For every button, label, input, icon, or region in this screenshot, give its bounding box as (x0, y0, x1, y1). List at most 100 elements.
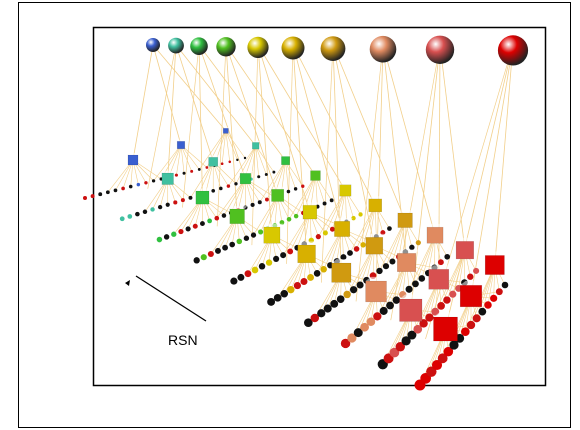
bead (237, 274, 244, 281)
cube (398, 213, 413, 228)
bead (272, 171, 275, 174)
cube (272, 189, 284, 201)
bead (230, 278, 237, 285)
bead (186, 226, 191, 231)
bead (201, 254, 207, 260)
sphere (146, 38, 160, 52)
bead (178, 229, 183, 234)
bead (114, 189, 118, 193)
cube (196, 191, 209, 204)
bead (287, 249, 293, 255)
bead (316, 234, 321, 239)
bead (324, 305, 332, 313)
bead (200, 221, 205, 226)
bead (157, 237, 163, 243)
cube (230, 209, 245, 224)
bead (228, 161, 231, 164)
bead (412, 280, 419, 287)
sphere (216, 37, 235, 56)
bead (287, 190, 291, 194)
cube (434, 317, 458, 341)
bead (164, 234, 169, 239)
bead (416, 240, 421, 245)
bead (106, 190, 110, 194)
cube (252, 142, 259, 149)
bead (484, 301, 491, 308)
bead (307, 274, 314, 281)
sphere (168, 38, 184, 54)
cube (162, 173, 174, 185)
cube (369, 199, 382, 212)
cube (281, 156, 289, 164)
cube (209, 157, 218, 166)
bead (258, 200, 262, 204)
cube (303, 205, 317, 219)
bead (467, 321, 475, 329)
bead (175, 174, 178, 177)
bead (294, 187, 297, 190)
bead (437, 302, 445, 310)
bead (314, 270, 321, 277)
cube (334, 221, 349, 236)
sphere (282, 37, 305, 60)
sphere (190, 37, 208, 55)
cube (460, 285, 482, 307)
bead (337, 295, 345, 303)
bead (280, 290, 288, 298)
bead (215, 248, 221, 254)
bead (244, 236, 249, 241)
bead (347, 250, 353, 256)
cube (427, 227, 443, 243)
bead (320, 266, 326, 272)
bead (294, 282, 301, 289)
bead (383, 263, 389, 269)
bead (438, 259, 444, 265)
bead (144, 181, 147, 184)
bead (120, 216, 125, 221)
bead (257, 175, 260, 178)
bead (83, 196, 87, 200)
bead (343, 291, 350, 298)
page: RSN (() => { const data = JSON.parse(doc… (0, 0, 580, 430)
bead (502, 282, 509, 289)
bead (135, 212, 140, 217)
bead (181, 198, 185, 202)
bead (183, 172, 186, 175)
bead (129, 185, 133, 189)
bead (137, 183, 140, 186)
bead (387, 226, 392, 231)
cube (340, 185, 351, 196)
bead (208, 251, 214, 257)
bead (214, 216, 219, 221)
bead (294, 214, 298, 218)
bead (478, 308, 486, 316)
bead (266, 259, 272, 265)
bead (444, 254, 450, 260)
cube (223, 128, 228, 133)
bead (367, 318, 376, 327)
bead (219, 187, 223, 191)
bead (360, 242, 365, 247)
cube (240, 173, 251, 184)
bead (98, 192, 102, 196)
figure: RSN (0, 0, 580, 430)
cube (177, 141, 185, 149)
bead (244, 157, 246, 159)
bead (393, 296, 401, 304)
bead (251, 232, 256, 237)
bead (419, 275, 426, 282)
bead (193, 224, 198, 229)
bead (152, 179, 155, 182)
bead (265, 173, 268, 176)
bead (227, 184, 230, 187)
cube (264, 227, 280, 243)
bead (121, 187, 125, 191)
cube (298, 245, 316, 263)
bead (194, 257, 200, 263)
sphere (426, 36, 454, 64)
bead (358, 212, 362, 216)
bead (467, 274, 473, 280)
bead (373, 312, 381, 320)
bead (189, 196, 193, 200)
bead (206, 166, 209, 169)
